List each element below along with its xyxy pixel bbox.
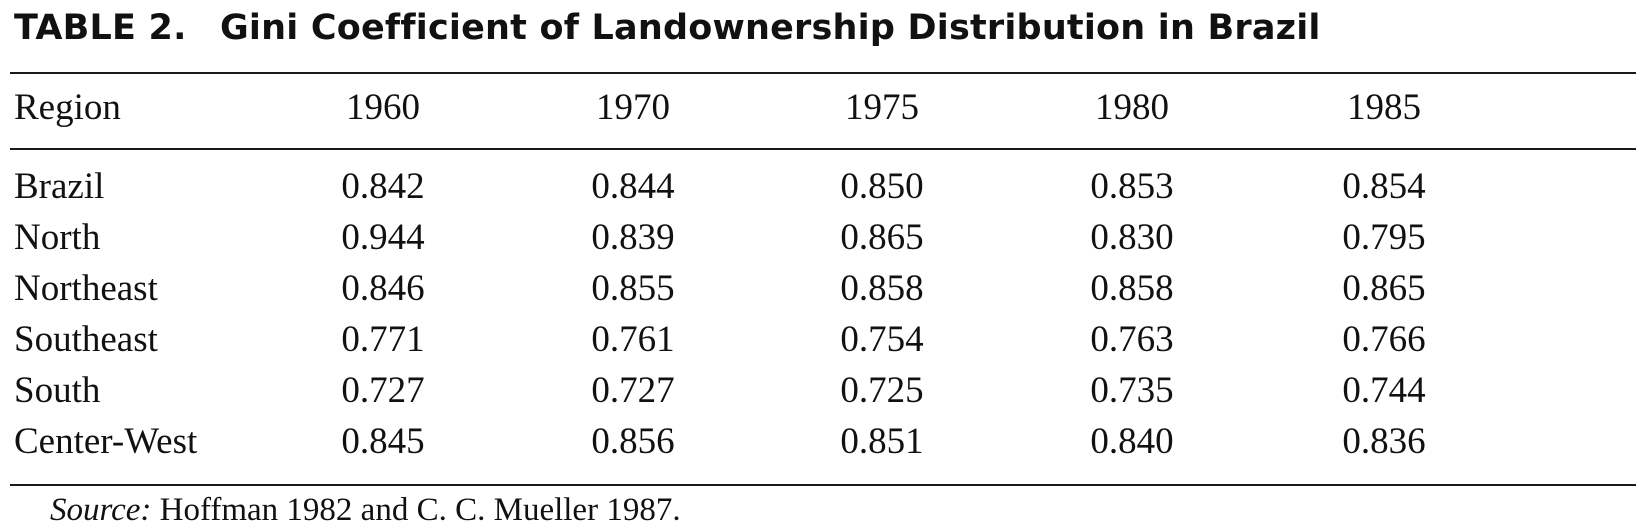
table-cell: 0.858 [1090,268,1174,309]
table-cell: 0.858 [840,268,924,309]
table-cell: 0.839 [591,217,675,258]
table-cell: 0.836 [1342,421,1426,462]
table-cell: 0.850 [840,166,924,207]
table-cell: 0.840 [1090,421,1174,462]
table-cell: 0.795 [1342,217,1426,258]
table-cell: 0.727 [591,370,675,411]
source-text: Hoffman 1982 and C. C. Mueller 1987. [159,492,681,528]
row-region-label: Southeast [14,319,158,360]
table-cell: 0.744 [1342,370,1426,411]
table-cell: 0.842 [341,166,425,207]
table-cell: 0.761 [591,319,675,360]
table-cell: 0.853 [1090,166,1174,207]
row-region-label: Center-West [14,421,198,462]
table-cell: 0.727 [341,370,425,411]
header-1980: 1980 [1095,87,1169,128]
table-cell: 0.865 [840,217,924,258]
source-label: Source: [50,492,152,528]
table-cell: 0.844 [591,166,675,207]
header-rule [10,148,1636,150]
header-1960: 1960 [346,87,420,128]
table-cell: 0.856 [591,421,675,462]
header-region: Region [14,87,121,128]
row-region-label: Brazil [14,166,105,207]
table-cell: 0.754 [840,319,924,360]
source-note: Source: Hoffman 1982 and C. C. Mueller 1… [50,492,681,529]
table-cell: 0.854 [1342,166,1426,207]
header-1985: 1985 [1347,87,1421,128]
table-title: TABLE 2. Gini Coefficient of Landownershi… [14,8,1321,48]
row-region-label: North [14,217,101,258]
table-cell: 0.855 [591,268,675,309]
row-region-label: Northeast [14,268,158,309]
table-label: TABLE 2. [14,8,187,48]
table-cell: 0.845 [341,421,425,462]
table-cell: 0.944 [341,217,425,258]
table-cell: 0.851 [840,421,924,462]
table-cell: 0.766 [1342,319,1426,360]
bottom-rule [10,484,1636,486]
table-cell: 0.735 [1090,370,1174,411]
table-cell: 0.725 [840,370,924,411]
table-cell: 0.846 [341,268,425,309]
top-rule [10,72,1636,74]
table-cell: 0.865 [1342,268,1426,309]
header-1970: 1970 [596,87,670,128]
table-cell: 0.771 [341,319,425,360]
header-1975: 1975 [845,87,919,128]
row-region-label: South [14,370,101,411]
table-title-text: Gini Coefficient of Landownership Distri… [220,8,1321,48]
table-cell: 0.763 [1090,319,1174,360]
table-cell: 0.830 [1090,217,1174,258]
